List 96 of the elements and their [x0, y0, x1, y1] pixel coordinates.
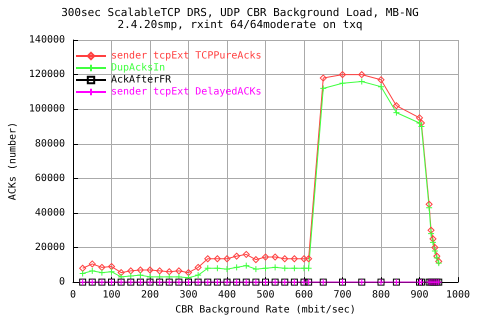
point	[418, 122, 425, 130]
y-tick-label: 140000	[28, 34, 66, 46]
x-tick-label: 600	[294, 290, 314, 301]
y-tick-label: 40000	[34, 207, 66, 218]
point	[175, 267, 182, 274]
point	[98, 264, 106, 271]
point	[194, 272, 202, 279]
point	[242, 250, 250, 258]
point	[300, 264, 308, 272]
point	[214, 255, 221, 262]
point	[79, 270, 86, 277]
y-tick-label: 100000	[28, 104, 66, 115]
point	[358, 71, 366, 78]
point	[166, 273, 173, 280]
point	[305, 255, 312, 262]
point	[281, 264, 288, 272]
point	[118, 269, 125, 276]
point	[392, 109, 400, 116]
point	[233, 252, 240, 260]
point	[127, 272, 134, 280]
point	[175, 273, 182, 280]
point	[166, 268, 173, 276]
point	[262, 254, 270, 261]
x-tick-label: 100	[102, 290, 121, 301]
point	[300, 255, 308, 262]
point	[204, 264, 212, 272]
point	[252, 266, 260, 273]
point	[136, 266, 144, 274]
point	[233, 264, 240, 271]
x-tick-label: 500	[256, 290, 275, 301]
x-tick-label: 0	[70, 290, 76, 301]
point	[426, 204, 433, 212]
point	[98, 269, 106, 276]
legend-label: DupAcksIn	[111, 62, 166, 74]
legend-label: AckAfterFR	[111, 74, 172, 86]
point	[146, 266, 154, 274]
point	[108, 268, 116, 276]
point	[305, 264, 312, 272]
point	[428, 226, 435, 234]
x-tick-label: 800	[372, 290, 390, 301]
point	[118, 273, 125, 280]
x-tick-label: 200	[140, 290, 160, 301]
point	[416, 114, 423, 122]
legend-label: sender tcpExt TCPPureAcks	[111, 50, 262, 62]
point	[290, 255, 298, 262]
chart-subtitle: 2.4.20smp, rxint 64/64moderate on txq	[117, 18, 363, 31]
point	[392, 102, 400, 110]
y-tick-label: 120000	[28, 69, 66, 80]
point	[224, 266, 231, 273]
point	[428, 230, 435, 238]
point	[79, 264, 86, 272]
point	[281, 255, 288, 262]
point	[185, 269, 192, 276]
point	[224, 255, 231, 262]
x-tick-label: 400	[218, 290, 236, 301]
point	[88, 260, 96, 268]
point	[426, 200, 433, 208]
y-tick-label: 20000	[34, 242, 66, 254]
point	[252, 256, 260, 264]
y-tick-label: 60000	[34, 172, 66, 184]
x-tick-label: 1000	[446, 290, 470, 301]
point	[272, 264, 279, 271]
point	[214, 264, 221, 272]
point	[429, 238, 436, 246]
chart-title: 300sec ScalableTCP DRS, UDP CBR Background Load, MB-NG	[61, 6, 419, 19]
point	[431, 244, 438, 252]
point	[136, 272, 144, 279]
point	[262, 264, 270, 272]
point	[204, 255, 212, 262]
point	[431, 247, 438, 254]
point	[242, 262, 250, 270]
point	[194, 264, 202, 271]
point	[127, 267, 134, 274]
point	[358, 78, 366, 86]
point	[320, 74, 327, 82]
point	[272, 254, 279, 261]
y-tick-label: 80000	[34, 138, 66, 150]
point	[320, 84, 327, 92]
point	[378, 76, 385, 84]
point	[108, 263, 116, 270]
point	[156, 273, 164, 280]
point	[339, 80, 346, 87]
point	[378, 83, 385, 90]
point	[88, 267, 96, 274]
x-axis-title: CBR Background Rate (mbit/sec)	[175, 304, 356, 316]
point	[290, 264, 298, 272]
x-tick-label: 700	[333, 290, 352, 301]
y-tick-label: 0	[58, 276, 66, 288]
y-axis-title: ACKs (number)	[8, 122, 18, 200]
point	[156, 267, 164, 274]
x-tick-label: 300	[179, 290, 198, 301]
point	[429, 235, 436, 242]
point	[416, 120, 423, 127]
x-tick-label: 900	[410, 290, 429, 301]
point	[339, 71, 346, 78]
legend-label: sender tcpExt DelayedACKs	[111, 86, 262, 98]
